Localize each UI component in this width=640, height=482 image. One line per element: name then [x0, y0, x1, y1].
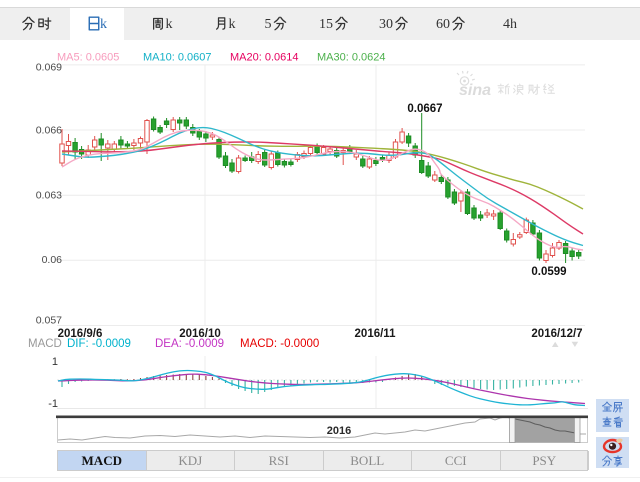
svg-text:0.057: 0.057 [36, 315, 62, 327]
svg-text:MA10: 0.0607: MA10: 0.0607 [143, 52, 212, 64]
svg-text:2016/9/6: 2016/9/6 [58, 328, 103, 340]
svg-text:0.066: 0.066 [36, 125, 62, 137]
svg-text:MACD: MACD [28, 338, 62, 350]
svg-text:MA30: 0.0624: MA30: 0.0624 [317, 52, 386, 64]
svg-text:-1: -1 [48, 398, 58, 410]
svg-text:2016: 2016 [327, 425, 351, 437]
svg-text:DIF: -0.0009: DIF: -0.0009 [67, 338, 131, 350]
svg-text:0.069: 0.069 [36, 62, 62, 74]
svg-text:2016/12/7: 2016/12/7 [531, 328, 582, 340]
svg-text:1: 1 [52, 356, 58, 368]
svg-text:0.0599: 0.0599 [531, 266, 566, 278]
svg-text:0.0667: 0.0667 [407, 103, 442, 115]
svg-text:0.063: 0.063 [36, 190, 62, 202]
svg-text:sina: sina [459, 82, 491, 99]
svg-text:2016/10: 2016/10 [179, 328, 221, 340]
svg-text:DEA: -0.0009: DEA: -0.0009 [155, 338, 224, 350]
svg-text:0.06: 0.06 [42, 254, 63, 266]
svg-text:2016/11: 2016/11 [355, 328, 397, 340]
svg-text:MA20: 0.0614: MA20: 0.0614 [230, 52, 299, 64]
svg-text:MA5: 0.0605: MA5: 0.0605 [57, 52, 119, 64]
svg-text:MACD: -0.0000: MACD: -0.0000 [240, 338, 319, 350]
